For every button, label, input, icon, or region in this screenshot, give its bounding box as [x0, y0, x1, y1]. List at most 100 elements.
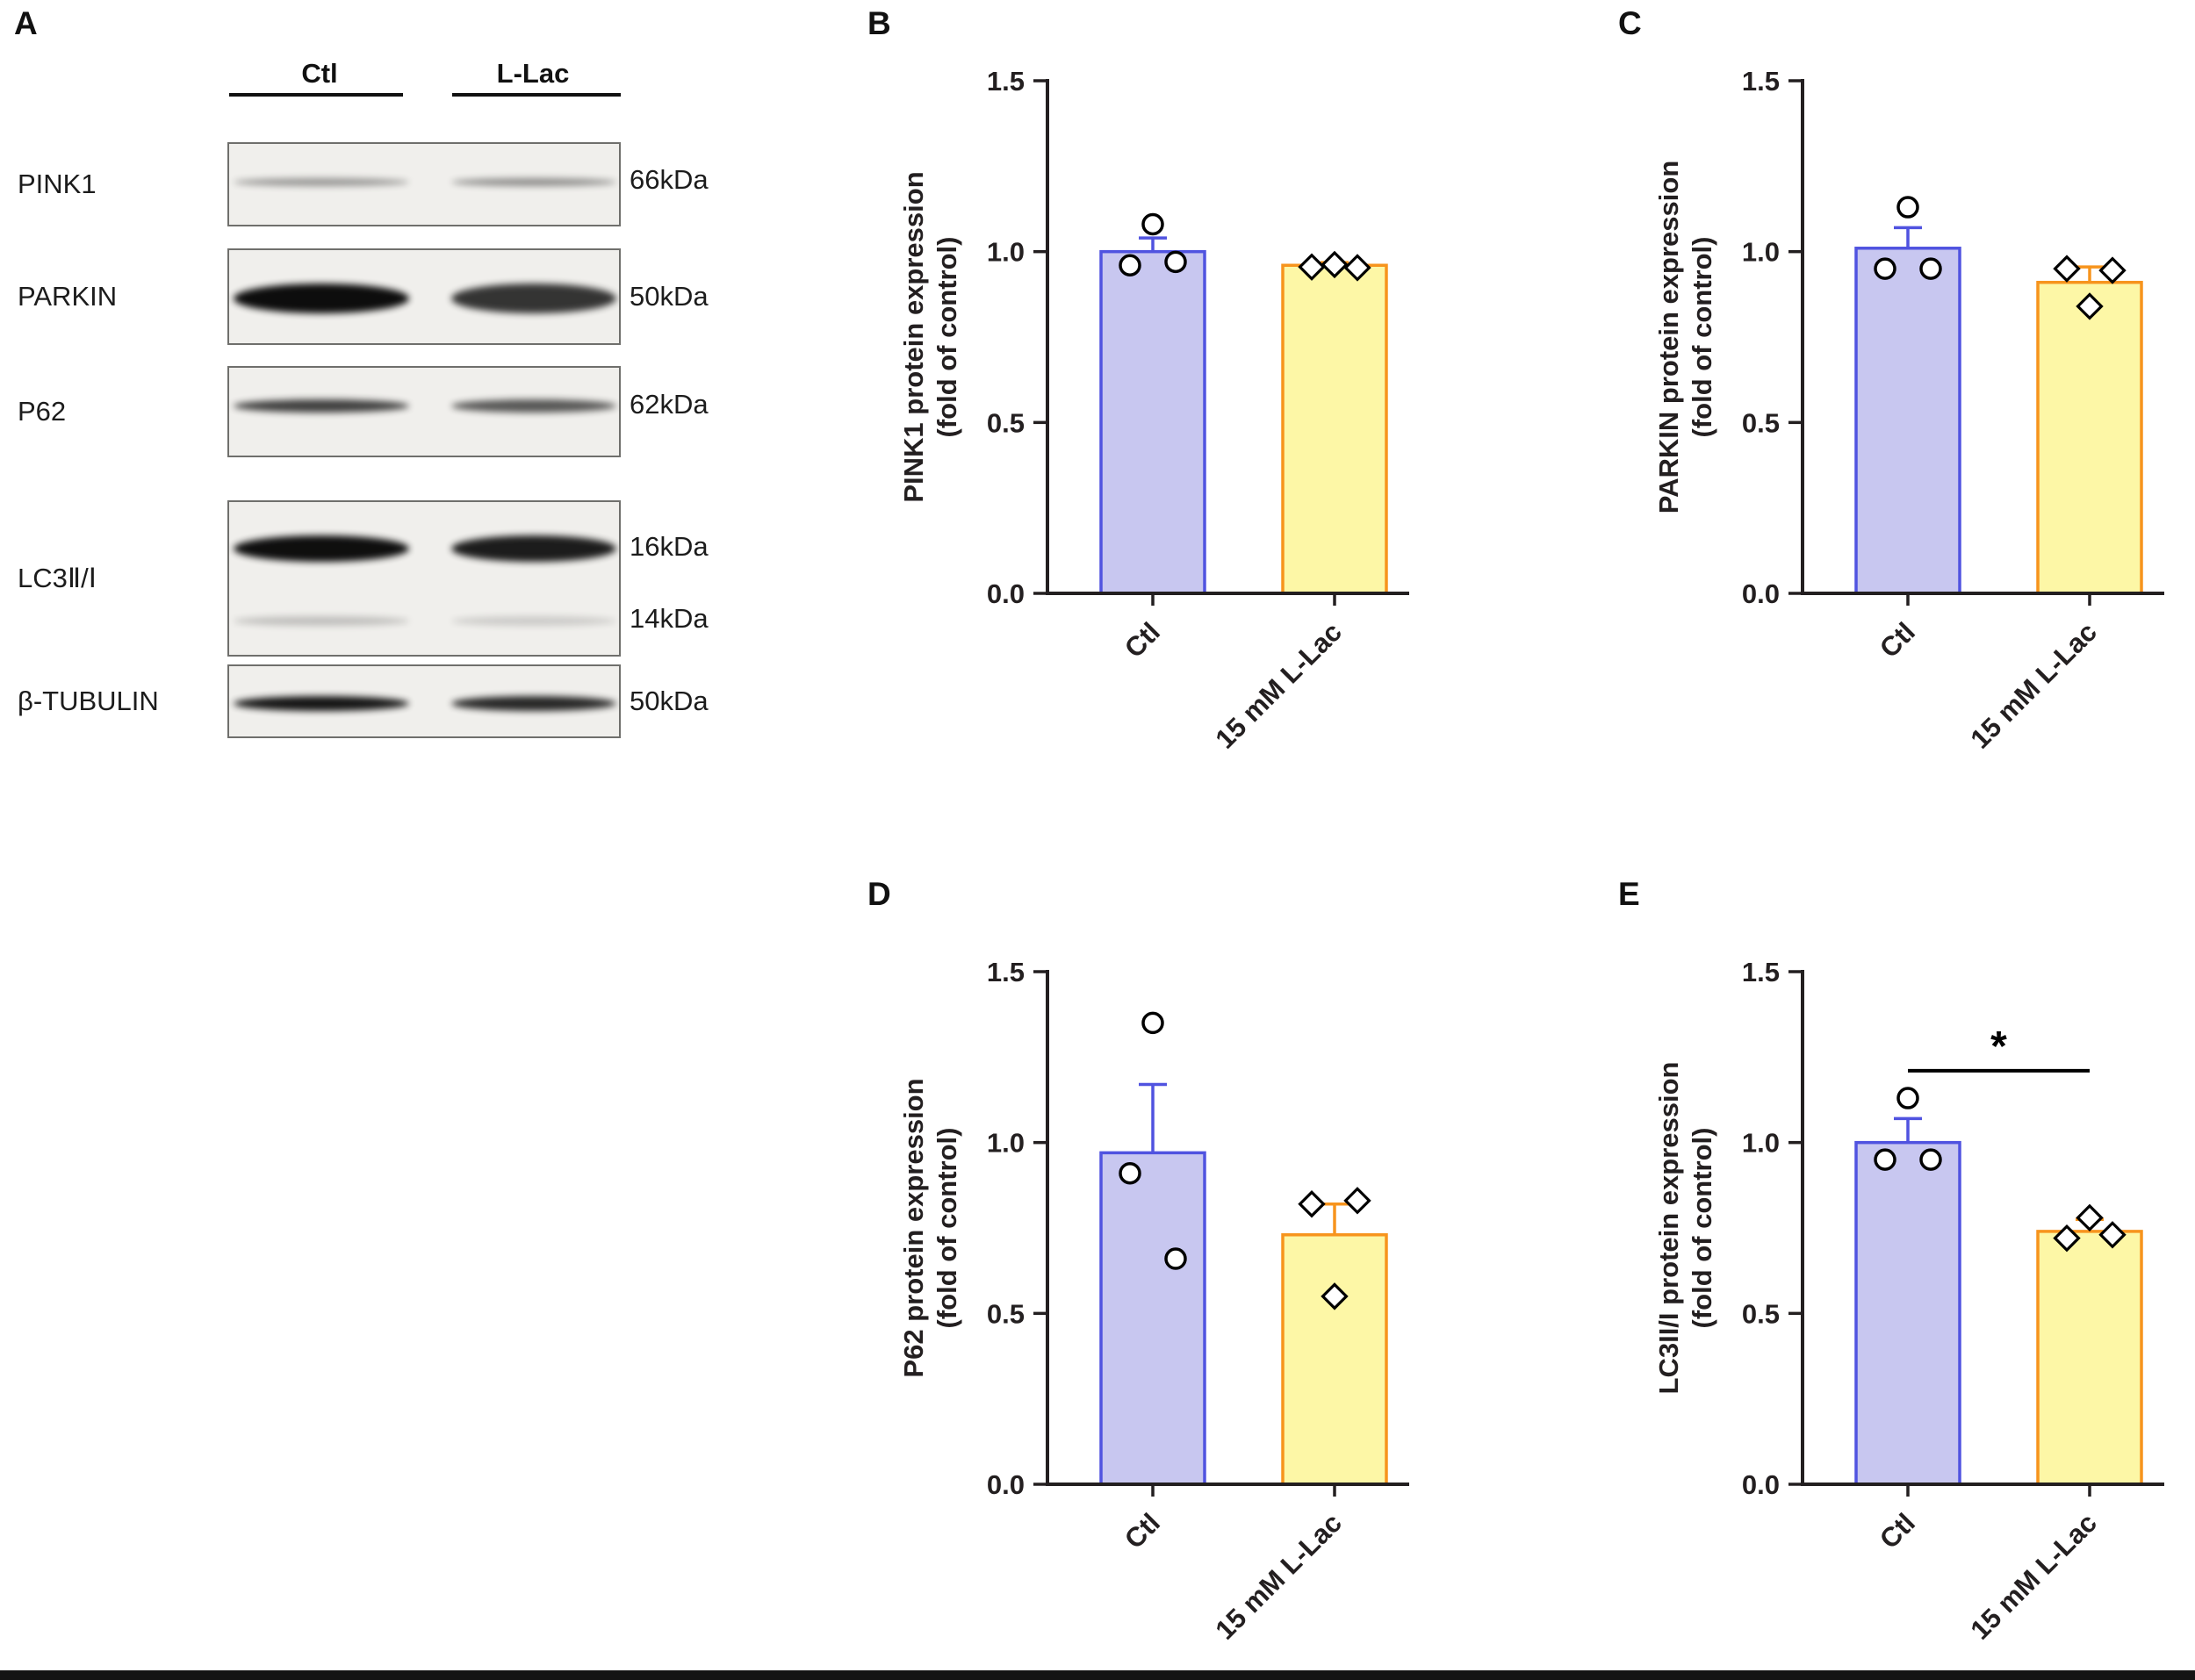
- blot-box-lc3-: [227, 500, 621, 657]
- data-point-circle: [1141, 1011, 1164, 1035]
- data-point-circle: [1164, 250, 1187, 274]
- chart-panel-e: LC3II/I protein expression (fold of contr…: [1620, 917, 2195, 1680]
- data-point-diamond: [1321, 1282, 1349, 1310]
- data-point-diamond: [2076, 292, 2104, 320]
- kda-label: 16kDa: [630, 531, 709, 563]
- data-point-diamond: [2053, 1224, 2081, 1253]
- lane-underline-ctl: [229, 93, 403, 97]
- kda-label: 50kDa: [630, 686, 709, 716]
- data-point-circle: [1164, 1247, 1187, 1270]
- kda-label: 62kDa: [630, 388, 709, 420]
- protein-label-lc3-: LC3Ⅱ/Ⅰ: [18, 563, 97, 593]
- x-category-label-15-mm-l-lac: 15 mM L-Lac: [1209, 1507, 1348, 1646]
- y-tick-label: 0.0: [1742, 578, 1780, 609]
- blot-box-parkin: [227, 248, 621, 345]
- x-category-label-15-mm-l-lac: 15 mM L-Lac: [1964, 616, 2103, 755]
- blot-band: [234, 535, 409, 563]
- blot-box-pink1: [227, 142, 621, 226]
- lane-header-l-lac: L-Lac: [496, 58, 570, 89]
- y-tick-label: 0.0: [987, 1469, 1025, 1500]
- kda-label: 50kDa: [630, 281, 709, 312]
- y-tick-label: 1.0: [987, 1128, 1025, 1159]
- y-tick-label: 1.5: [987, 66, 1025, 97]
- y-axis-label-line1: P62 protein expression: [898, 1078, 929, 1377]
- panel-label-e: E: [1618, 876, 1640, 912]
- y-tick-label: 1.0: [987, 237, 1025, 268]
- data-point-diamond: [2098, 256, 2127, 284]
- panel-label-d: D: [867, 876, 891, 912]
- blot-band: [451, 695, 616, 711]
- y-tick-label: 0.5: [1742, 407, 1780, 438]
- y-axis-label-line1: LC3II/I protein expression: [1653, 1062, 1684, 1395]
- significance-star: *: [1990, 1023, 2007, 1070]
- x-category-label-ctl: Ctl: [1119, 1507, 1166, 1554]
- bar-15-mm-l-lac: [1281, 1233, 1388, 1486]
- chart-svg-panel-c: PARKIN protein expression (fold of contro…: [1653, 66, 2164, 755]
- data-point-diamond: [2076, 1203, 2104, 1232]
- blot-band: [451, 284, 616, 313]
- y-tick-label: 1.5: [1742, 957, 1780, 987]
- data-point-circle: [1919, 1148, 1942, 1171]
- chart-panel-d: P62 protein expression (fold of control) 0…: [865, 917, 1444, 1680]
- lane-underline-l-lac: [452, 93, 621, 97]
- y-axis-label-line2: (fold of control): [1687, 1128, 1717, 1329]
- protein-label-pink1: PINK1: [18, 169, 97, 199]
- blot-band: [451, 615, 616, 626]
- y-axis-label-line1: PARKIN protein expression: [1653, 161, 1684, 514]
- bar-15-mm-l-lac: [2036, 1230, 2143, 1486]
- kda-label: 14kDa: [630, 603, 709, 635]
- data-point-circle: [1874, 257, 1896, 280]
- y-tick-label: 1.0: [1742, 1128, 1780, 1159]
- blot-band: [234, 284, 409, 313]
- data-point-diamond: [1298, 1190, 1326, 1218]
- data-point-diamond: [2053, 255, 2081, 283]
- y-tick-label: 1.5: [987, 957, 1025, 987]
- blot-band: [234, 615, 409, 626]
- chart-svg-panel-b: PINK1 protein expression (fold of control…: [898, 66, 1409, 755]
- x-category-label-ctl: Ctl: [1874, 616, 1921, 664]
- y-tick-label: 1.0: [1742, 237, 1780, 268]
- y-tick-label: 0.5: [987, 1298, 1025, 1329]
- bar-ctl: [1099, 249, 1206, 595]
- blot-band: [451, 535, 616, 563]
- data-point-circle: [1119, 254, 1141, 276]
- x-category-label-ctl: Ctl: [1119, 616, 1166, 664]
- blot-band: [234, 695, 409, 711]
- data-point-diamond: [1298, 253, 1326, 281]
- data-point-diamond: [1343, 1187, 1371, 1215]
- y-axis-label-line1: PINK1 protein expression: [898, 171, 929, 502]
- data-point-circle: [1141, 212, 1164, 236]
- y-axis-label-line2: (fold of control): [1687, 237, 1717, 438]
- blot-box--tubulin: [227, 664, 621, 738]
- bar-15-mm-l-lac: [1281, 263, 1388, 595]
- chart-panel-b: PINK1 protein expression (fold of control…: [865, 26, 1444, 904]
- blot-box-p62: [227, 366, 621, 457]
- y-tick-label: 0.0: [1742, 1469, 1780, 1500]
- data-point-diamond: [1343, 254, 1371, 282]
- x-category-label-ctl: Ctl: [1874, 1507, 1921, 1554]
- panel-label-c: C: [1618, 5, 1642, 41]
- bar-ctl: [1099, 1151, 1206, 1486]
- protein-label-p62: P62: [18, 396, 67, 427]
- y-tick-label: 0.5: [987, 407, 1025, 438]
- data-point-circle: [1896, 196, 1919, 219]
- chart-svg-panel-e: LC3II/I protein expression (fold of contr…: [1653, 957, 2164, 1646]
- x-category-label-15-mm-l-lac: 15 mM L-Lac: [1209, 616, 1348, 755]
- data-point-diamond: [2098, 1221, 2127, 1249]
- kda-label: 66kDa: [630, 164, 709, 196]
- panel-label-b: B: [867, 5, 891, 41]
- bar-ctl: [1854, 1140, 1961, 1486]
- protein-label-parkin: PARKIN: [18, 281, 118, 312]
- protein-label--tubulin: β-TUBULIN: [18, 686, 159, 716]
- y-axis-label-line2: (fold of control): [932, 237, 962, 438]
- data-point-circle: [1119, 1161, 1141, 1185]
- chart-svg-panel-d: P62 protein expression (fold of control) 0…: [898, 957, 1409, 1646]
- lane-header-ctl: Ctl: [301, 58, 338, 89]
- blot-band: [451, 399, 616, 413]
- data-point-diamond: [1321, 250, 1349, 279]
- blot-band: [451, 177, 616, 186]
- y-axis-label-line2: (fold of control): [932, 1128, 962, 1329]
- blot-band: [234, 177, 409, 186]
- x-category-label-15-mm-l-lac: 15 mM L-Lac: [1964, 1507, 2103, 1646]
